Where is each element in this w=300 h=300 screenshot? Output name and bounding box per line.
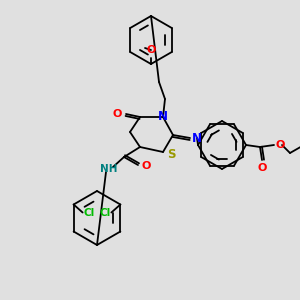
- Text: O: O: [141, 161, 150, 171]
- Text: N: N: [192, 133, 202, 146]
- Text: Cl: Cl: [84, 208, 95, 218]
- Text: O: O: [276, 140, 285, 150]
- Text: NH: NH: [100, 164, 118, 174]
- Text: Cl: Cl: [99, 208, 110, 218]
- Text: O: O: [146, 45, 156, 55]
- Text: O: O: [112, 109, 122, 119]
- Text: O: O: [257, 163, 267, 173]
- Text: N: N: [158, 110, 168, 123]
- Text: S: S: [167, 148, 176, 161]
